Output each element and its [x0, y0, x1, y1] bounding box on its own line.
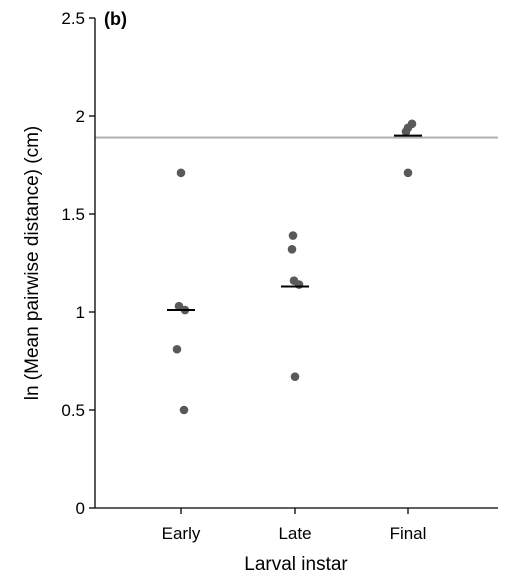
- data-point: [294, 280, 304, 289]
- y-axis-title: ln (Mean pairwise distance) (cm): [22, 126, 43, 401]
- y-tick-label: 2.5: [61, 9, 85, 28]
- y-tick-label: 1: [76, 303, 85, 322]
- y-tick-label: 1.5: [61, 205, 85, 224]
- x-axis-title: Larval instar: [244, 554, 348, 575]
- y-tick-label: 0: [76, 499, 85, 518]
- y-ticks: 0 0.5 1 1.5 2 2.5: [61, 9, 95, 518]
- data-point: [288, 231, 298, 240]
- y-tick-label: 2: [76, 107, 85, 126]
- y-tick-label: 0.5: [61, 401, 85, 420]
- data-point: [287, 244, 297, 254]
- panel-label: (b): [104, 9, 127, 29]
- x-ticks: Early Late Final: [162, 508, 427, 543]
- data-point: [403, 168, 413, 178]
- data-point: [176, 168, 186, 178]
- median-markers: [167, 134, 422, 312]
- axes: [94, 18, 498, 509]
- x-tick-label: Early: [162, 524, 201, 543]
- data-point: [401, 127, 411, 136]
- x-tick-label: Final: [390, 524, 427, 543]
- data-point: [179, 405, 189, 415]
- x-tick-label: Late: [278, 524, 311, 543]
- data-point: [290, 372, 300, 381]
- data-points: [172, 119, 417, 415]
- data-point: [172, 344, 182, 354]
